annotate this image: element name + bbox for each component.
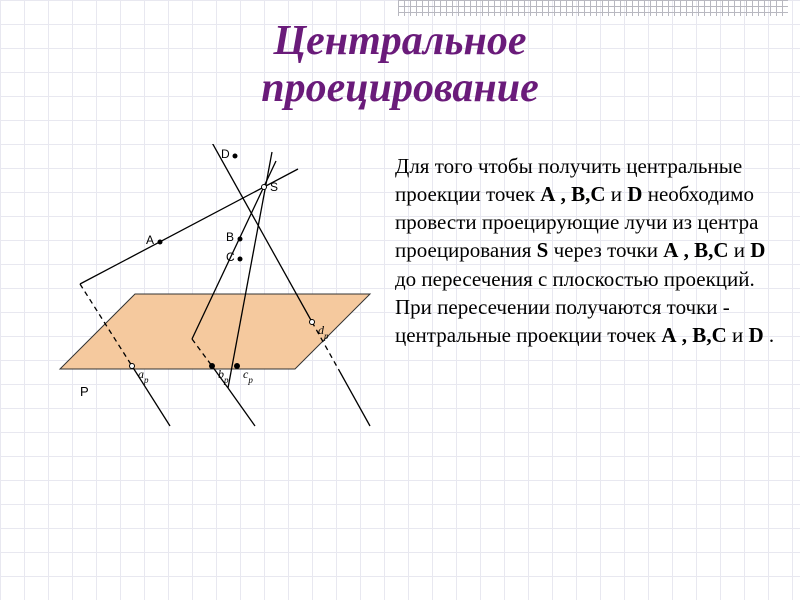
- proj-point: [235, 364, 240, 369]
- space-point: [238, 257, 243, 262]
- projection-ray: [228, 388, 255, 426]
- proj-point: [210, 364, 215, 369]
- space-point: [238, 237, 243, 242]
- body-period: .: [764, 323, 775, 347]
- center-label: S: [270, 180, 278, 194]
- proj-point-label: bp: [218, 367, 229, 385]
- projection-diagram: SABCDapbpcpdpP: [50, 144, 390, 454]
- top-accent-bar: [398, 0, 788, 16]
- pt-abc: А , В,С: [663, 238, 728, 262]
- proj-point-label: ap: [138, 367, 149, 385]
- space-point-label: A: [146, 233, 154, 247]
- pt-d: D: [627, 182, 642, 206]
- slide-title: Центральное проецирование: [0, 18, 800, 112]
- proj-point: [310, 320, 315, 325]
- proj-point-label: cp: [243, 367, 253, 385]
- plane-label: P: [80, 384, 89, 399]
- body-seg: через точки: [548, 238, 663, 262]
- projection-ray: [340, 372, 370, 426]
- center-point: [262, 185, 267, 190]
- space-point: [158, 240, 163, 245]
- pt-d: D: [750, 238, 765, 262]
- body-and: и: [729, 238, 751, 262]
- body-and: и: [606, 182, 628, 206]
- space-point-label: C: [226, 250, 235, 264]
- space-point: [233, 154, 238, 159]
- title-line-1: Центральное: [273, 18, 526, 64]
- pt-abc: А , В,С: [661, 323, 726, 347]
- pt-s: S: [537, 238, 549, 262]
- space-point-label: B: [226, 230, 234, 244]
- pt-abc: А , В,С: [540, 182, 605, 206]
- body-and: и: [727, 323, 749, 347]
- body-text: Для того чтобы получить центральные прое…: [395, 152, 775, 349]
- title-line-2: проецирование: [261, 65, 539, 111]
- space-point-label: D: [221, 147, 230, 161]
- proj-point: [130, 364, 135, 369]
- pt-d: D: [748, 323, 763, 347]
